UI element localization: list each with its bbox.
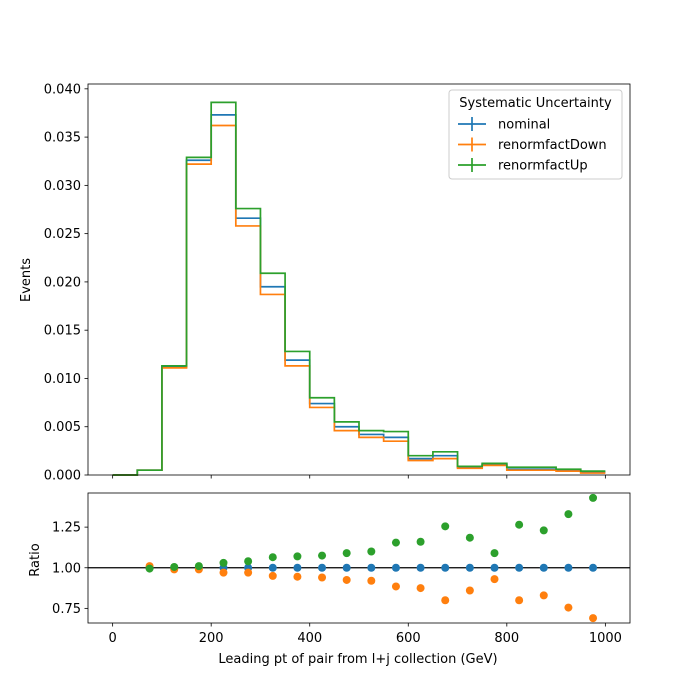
histogram-y-tick-label: 0.020 bbox=[44, 275, 81, 290]
ratio-point-nominal bbox=[589, 563, 598, 572]
ratio-point-renormfactUp bbox=[318, 551, 327, 560]
ratio-panel: 0.75 1.00 1.25 0 200 400 600 800 1000 Ratio Lead… bbox=[28, 492, 631, 667]
ratio-point-renormfactDown bbox=[318, 573, 327, 582]
ratio-point-nominal bbox=[441, 563, 450, 572]
ratio-frame bbox=[87, 492, 631, 624]
ratio-point-nominal bbox=[465, 563, 474, 572]
legend: Systematic Uncertainty nominal renormfact… bbox=[448, 89, 623, 180]
ratio-point-nominal bbox=[539, 563, 548, 572]
ratio-point-renormfactDown bbox=[490, 575, 499, 584]
ratio-point-renormfactUp bbox=[244, 557, 253, 566]
histogram-y-tick-label: 0.005 bbox=[44, 420, 81, 435]
legend-title: Systematic Uncertainty bbox=[459, 96, 612, 111]
ratio-y-tick-label: 1.00 bbox=[52, 561, 81, 576]
ratio-point-nominal bbox=[416, 563, 425, 572]
ratio-point-renormfactUp bbox=[589, 493, 598, 502]
ratio-point-renormfactDown bbox=[416, 584, 425, 593]
ratio-point-renormfactDown bbox=[515, 596, 524, 605]
histogram-y-tick-label: 0.015 bbox=[44, 324, 81, 339]
ratio-point-renormfactUp bbox=[145, 564, 154, 573]
ratio-point-renormfactUp bbox=[194, 562, 203, 571]
legend-label-renormfactUp: renormfactUp bbox=[498, 159, 588, 174]
ratio-point-nominal bbox=[293, 563, 302, 572]
ratio-point-nominal bbox=[564, 563, 573, 572]
histogram-y-tick-label: 0.000 bbox=[44, 469, 81, 484]
histogram-y-tick-label: 0.040 bbox=[44, 82, 81, 97]
ratio-point-renormfactUp bbox=[539, 526, 548, 535]
histogram-panel: 0.000 0.005 0.010 0.015 0.020 0.025 0.030 0.035… bbox=[19, 82, 631, 484]
ratio-point-renormfactDown bbox=[219, 568, 228, 577]
histogram-series-renormfactUp bbox=[112, 101, 606, 476]
ratio-point-nominal bbox=[318, 563, 327, 572]
x-tick-label: 600 bbox=[396, 631, 421, 646]
ratio-point-nominal bbox=[490, 563, 499, 572]
ratio-point-nominal bbox=[342, 563, 351, 572]
ratio-point-renormfactUp bbox=[441, 522, 450, 531]
ratio-point-renormfactDown bbox=[367, 576, 376, 585]
ratio-point-renormfactUp bbox=[170, 562, 179, 571]
histogram-frame bbox=[87, 83, 631, 476]
ratio-point-renormfactDown bbox=[244, 568, 253, 577]
legend-label-renormfactDown: renormfactDown bbox=[498, 138, 607, 153]
histogram-axes: 0.000 0.005 0.010 0.015 0.020 0.025 0.030 0.035… bbox=[44, 82, 631, 484]
ratio-point-nominal bbox=[268, 563, 277, 572]
ratio-y-tick-label: 0.75 bbox=[52, 602, 81, 617]
ratio-point-renormfactDown bbox=[293, 572, 302, 581]
ratio-axes: 0.75 1.00 1.25 0 200 400 600 800 1000 bbox=[52, 492, 631, 646]
x-tick-label: 800 bbox=[494, 631, 519, 646]
ratio-point-renormfactUp bbox=[490, 549, 499, 558]
ratio-point-renormfactDown bbox=[539, 591, 548, 600]
ratio-point-renormfactUp bbox=[564, 510, 573, 519]
x-tick-label: 200 bbox=[199, 631, 224, 646]
ratio-point-renormfactUp bbox=[268, 553, 277, 562]
ratio-point-renormfactDown bbox=[564, 603, 573, 612]
ratio-point-renormfactUp bbox=[219, 558, 228, 567]
ratio-point-renormfactDown bbox=[268, 571, 277, 580]
legend-frame bbox=[448, 89, 623, 180]
ratio-plot-area bbox=[88, 493, 630, 623]
ratio-point-renormfactUp bbox=[367, 547, 376, 556]
ratio-point-renormfactDown bbox=[391, 582, 400, 591]
legend-label-nominal: nominal bbox=[498, 118, 550, 133]
ratio-point-renormfactUp bbox=[416, 537, 425, 546]
x-tick-label: 0 bbox=[108, 631, 116, 646]
histogram-y-tick-label: 0.025 bbox=[44, 227, 81, 242]
ratio-point-renormfactDown bbox=[465, 586, 474, 595]
legend-entries: nominal renormfactDown renormfactUp bbox=[458, 117, 607, 174]
ratio-point-nominal bbox=[391, 563, 400, 572]
ratio-point-renormfactUp bbox=[515, 520, 524, 529]
histogram-y-tick-label: 0.030 bbox=[44, 179, 81, 194]
x-tick-label: 400 bbox=[297, 631, 322, 646]
ratio-point-renormfactUp bbox=[342, 549, 351, 558]
histogram-plot-area bbox=[112, 101, 606, 476]
ratio-point-renormfactUp bbox=[293, 552, 302, 561]
ratio-point-renormfactDown bbox=[342, 575, 351, 584]
x-tick-label: 1000 bbox=[589, 631, 622, 646]
histogram-y-axis-label: Events bbox=[19, 258, 34, 302]
x-axis-label: Leading pt of pair from l+j collection (… bbox=[218, 652, 497, 667]
histogram-y-tick-label: 0.035 bbox=[44, 131, 81, 146]
ratio-point-renormfactDown bbox=[441, 596, 450, 605]
histogram-y-tick-label: 0.010 bbox=[44, 372, 81, 387]
ratio-y-tick-label: 1.25 bbox=[52, 521, 81, 536]
ratio-point-renormfactUp bbox=[465, 533, 474, 542]
ratio-y-axis-label: Ratio bbox=[28, 543, 43, 576]
ratio-point-renormfactDown bbox=[589, 614, 598, 623]
ratio-point-renormfactUp bbox=[391, 538, 400, 547]
ratio-point-nominal bbox=[515, 563, 524, 572]
ratio-point-nominal bbox=[367, 563, 376, 572]
